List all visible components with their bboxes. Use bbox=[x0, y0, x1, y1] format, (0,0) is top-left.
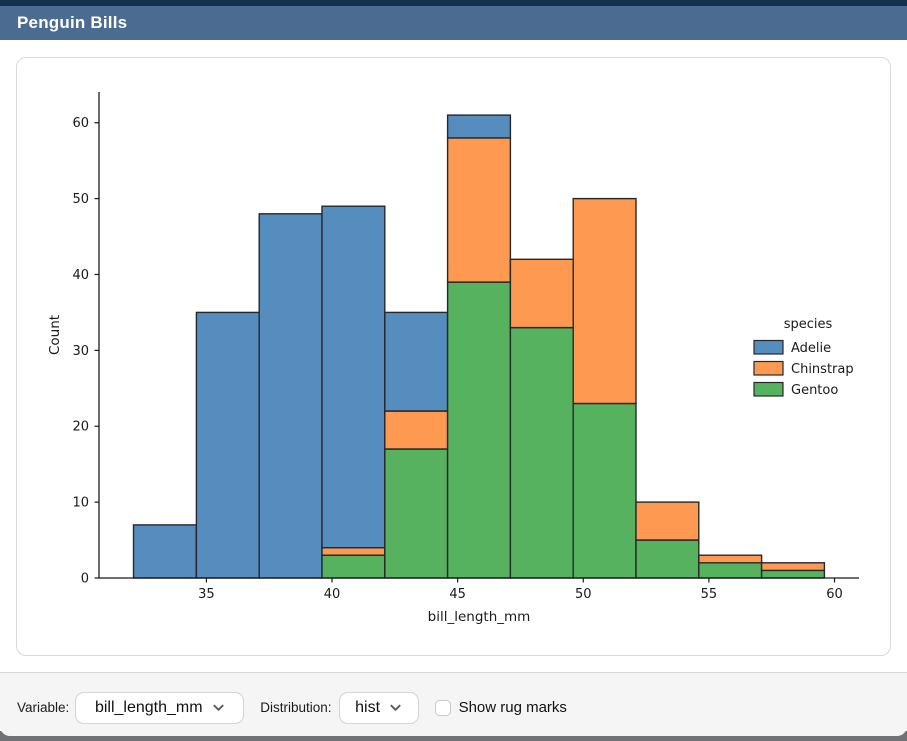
x-tick-label: 45 bbox=[449, 587, 466, 602]
bar-segment-chinstrap-bin10 bbox=[760, 562, 826, 572]
bar-segment-adelie-bin1 bbox=[195, 311, 260, 579]
x-tick-label: 35 bbox=[198, 587, 215, 602]
y-tick-label: 30 bbox=[72, 344, 89, 359]
bar-segment-gentoo-bin5 bbox=[446, 281, 512, 579]
bar-segment-gentoo-bin8 bbox=[635, 539, 700, 579]
bar-segment-chinstrap-bin3 bbox=[321, 546, 386, 556]
bar-segment-chinstrap-bin8 bbox=[635, 501, 700, 541]
x-tick-label: 55 bbox=[701, 587, 718, 602]
window-top-strip bbox=[0, 0, 907, 6]
bar-segment-chinstrap-bin7 bbox=[572, 197, 637, 405]
variable-label: Variable: bbox=[17, 700, 70, 715]
bar-segment-adelie-bin5 bbox=[446, 114, 512, 139]
legend-label-chinstrap: Chinstrap bbox=[791, 362, 854, 377]
legend-label-adelie: Adelie bbox=[791, 341, 831, 356]
y-axis-label: Count bbox=[47, 315, 63, 355]
y-tick-label: 50 bbox=[72, 192, 89, 207]
controls-bar: Variable: bill_length_mm Distribution: h… bbox=[0, 672, 907, 736]
histogram-chart: 35 40 45 50 55 60 0 10 20 30 40 50 60 bill_length_mm C… bbox=[47, 92, 859, 625]
distribution-select[interactable]: hist bbox=[338, 691, 419, 724]
x-tick-label: 40 bbox=[324, 587, 341, 602]
bar-segment-gentoo-bin7 bbox=[572, 402, 637, 579]
x-tick-label: 60 bbox=[826, 587, 843, 602]
y-tick-label: 60 bbox=[72, 116, 89, 131]
x-axis-label: bill_length_mm bbox=[428, 609, 531, 625]
distribution-select-value: hist bbox=[355, 698, 381, 716]
variable-select[interactable]: bill_length_mm bbox=[75, 691, 245, 724]
bar-segment-adelie-bin3 bbox=[321, 205, 386, 549]
bar-segment-chinstrap-bin9 bbox=[698, 554, 763, 564]
legend-swatch-adelie bbox=[753, 339, 784, 355]
window-bottom-edge bbox=[0, 731, 907, 741]
chevron-down-icon bbox=[390, 704, 401, 711]
bar-segment-gentoo-bin6 bbox=[509, 326, 574, 579]
x-tick-label: 50 bbox=[575, 587, 592, 602]
bar-segment-chinstrap-bin5 bbox=[446, 137, 512, 283]
bar-segment-adelie-bin2 bbox=[258, 213, 323, 579]
y-tick-label: 0 bbox=[81, 572, 89, 587]
legend-swatch-chinstrap bbox=[753, 360, 784, 376]
y-tick-label: 40 bbox=[72, 268, 89, 283]
show-rug-checkbox[interactable] bbox=[434, 699, 451, 716]
bar-segment-gentoo-bin4 bbox=[384, 448, 449, 579]
bar-segment-chinstrap-bin6 bbox=[509, 258, 574, 329]
bar-segment-gentoo-bin10 bbox=[760, 569, 826, 579]
y-tick-label: 10 bbox=[72, 496, 89, 511]
show-rug-label[interactable]: Show rug marks bbox=[458, 699, 567, 716]
legend-label-gentoo: Gentoo bbox=[791, 383, 838, 398]
y-tick-label: 20 bbox=[72, 420, 89, 435]
page-title: Penguin Bills bbox=[17, 13, 128, 32]
bar-segment-gentoo-bin3 bbox=[321, 554, 386, 579]
legend-swatch-gentoo bbox=[753, 381, 784, 397]
chevron-down-icon bbox=[212, 704, 224, 711]
chart-card: 35 40 45 50 55 60 0 10 20 30 40 50 60 bill_length_mm C… bbox=[16, 57, 891, 656]
bar-segment-adelie-bin0 bbox=[132, 524, 197, 579]
bar-segment-gentoo-bin9 bbox=[698, 562, 763, 579]
bar-segment-adelie-bin4 bbox=[384, 311, 449, 412]
legend-title: species bbox=[784, 317, 833, 332]
titlebar: Penguin Bills bbox=[0, 6, 907, 40]
distribution-label: Distribution: bbox=[260, 700, 332, 715]
bar-segment-chinstrap-bin4 bbox=[384, 410, 449, 450]
variable-select-value: bill_length_mm bbox=[94, 698, 203, 716]
